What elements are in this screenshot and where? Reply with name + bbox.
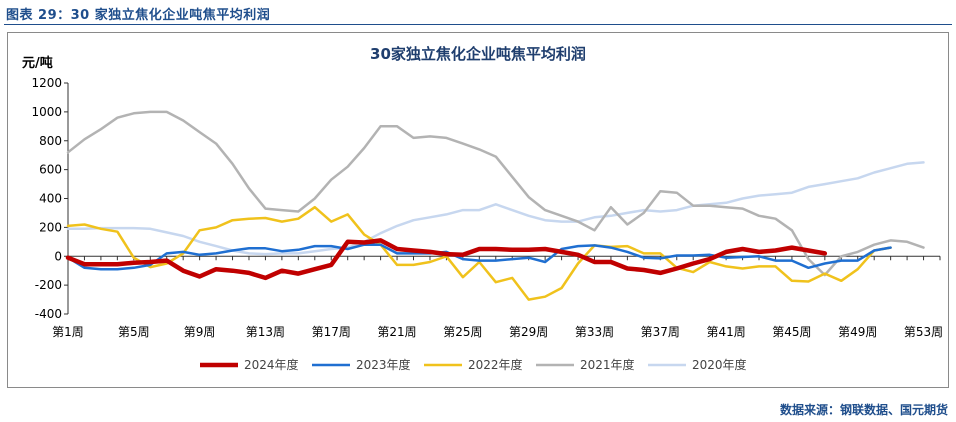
y-tick-label: 400 xyxy=(39,192,62,206)
x-tick-label: 第21周 xyxy=(377,325,416,339)
x-tick-label: 第37周 xyxy=(641,325,680,339)
legend: 2024年度 2023年度 2022年度 2021年度 2020年度 xyxy=(200,357,747,372)
y-tick-label: 200 xyxy=(39,220,62,234)
y-tick-label: -400 xyxy=(35,307,62,321)
series-line xyxy=(65,238,828,281)
x-tick-label: 第49周 xyxy=(838,325,877,339)
x-tick-label: 第45周 xyxy=(772,325,811,339)
x-tick-label: 第13周 xyxy=(246,325,285,339)
y-tick-label: 0 xyxy=(54,249,62,263)
chart-svg: 30家独立焦化企业吨焦平均利润 元/吨 -400 -200 0 200 400 600 80… xyxy=(22,45,943,372)
chart-title: 30家独立焦化企业吨焦平均利润 xyxy=(370,45,586,63)
figure-caption: 图表 29：30 家独立焦化企业吨焦平均利润 xyxy=(6,8,271,23)
series-line xyxy=(66,205,892,301)
x-tick-label: 第53周 xyxy=(904,325,943,339)
y-axis-label: 元/吨 xyxy=(22,55,53,71)
series-line xyxy=(66,110,925,277)
legend-label: 2021年度 xyxy=(580,357,635,372)
x-tick-label: 第33周 xyxy=(575,325,614,339)
plot-area: -400 -200 0 200 400 600 800 1000 1200 第1周 第5周 第9周 第1… xyxy=(31,76,943,339)
series-line xyxy=(66,243,892,271)
y-tick-label: -200 xyxy=(35,278,62,292)
caption-rule xyxy=(4,24,952,25)
x-tick-label: 第9周 xyxy=(184,325,216,339)
x-tick-label: 第17周 xyxy=(312,325,351,339)
x-tick-label: 第1周 xyxy=(52,325,84,339)
legend-label: 2024年度 xyxy=(244,357,299,372)
data-source: 数据来源：钢联数据、国元期货 xyxy=(779,403,948,417)
legend-label: 2023年度 xyxy=(356,357,411,372)
y-tick-label: 1200 xyxy=(31,76,62,90)
y-tick-label: 600 xyxy=(39,163,62,177)
y-tick-label: 1000 xyxy=(31,105,62,119)
chart-frame: 30家独立焦化企业吨焦平均利润 元/吨 -400 -200 0 200 400 600 80… xyxy=(7,32,949,388)
x-tick-label: 第41周 xyxy=(706,325,745,339)
x-tick-label: 第5周 xyxy=(118,325,150,339)
y-tick-label: 800 xyxy=(39,134,62,148)
series-line xyxy=(66,161,925,256)
x-tick-label: 第29周 xyxy=(509,325,548,339)
x-tick-label: 第25周 xyxy=(443,325,482,339)
legend-label: 2022年度 xyxy=(468,357,523,372)
legend-label: 2020年度 xyxy=(692,357,747,372)
